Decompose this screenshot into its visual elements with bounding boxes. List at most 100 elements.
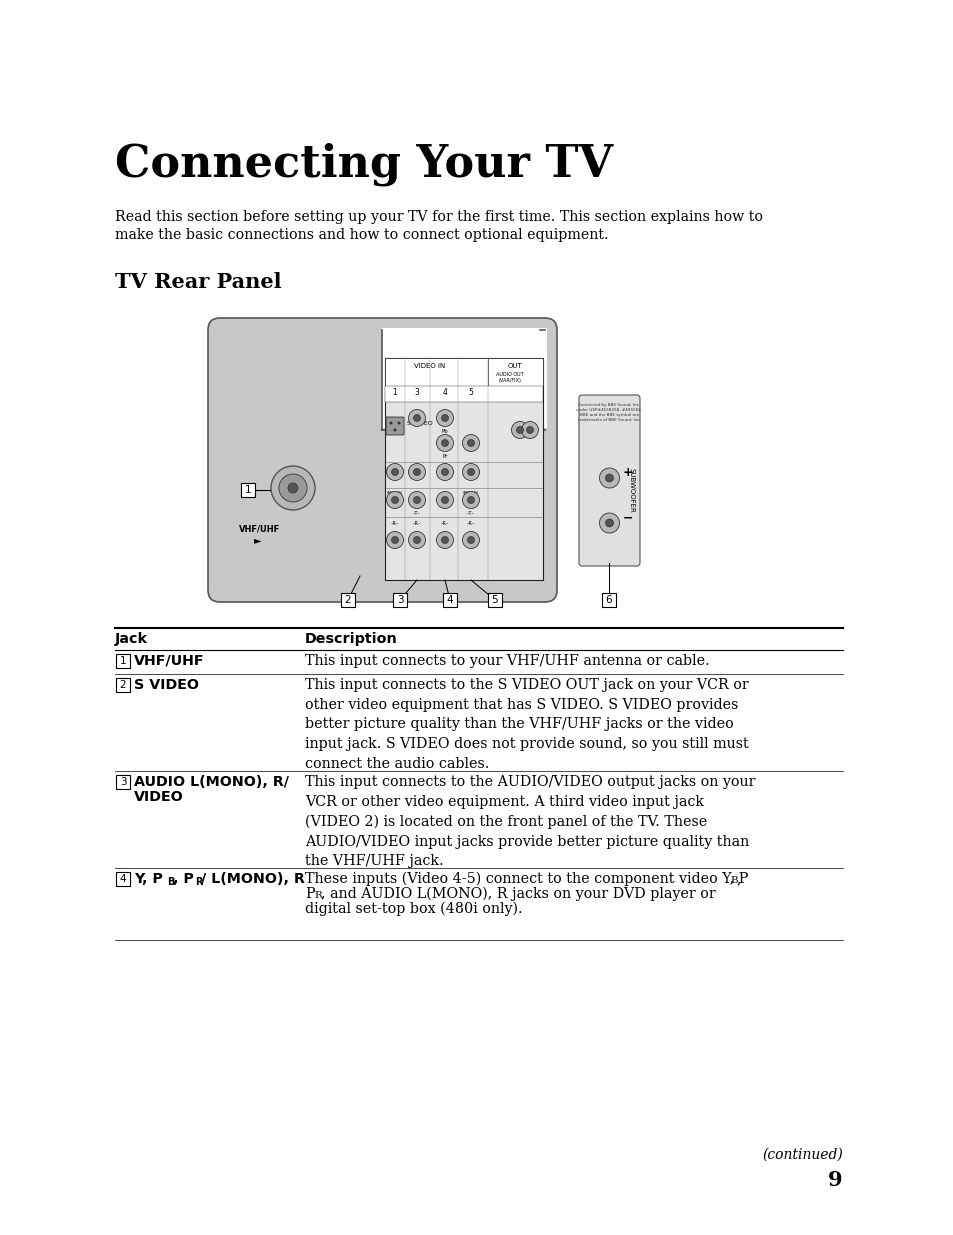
Circle shape	[511, 421, 528, 438]
Text: S VIDEO: S VIDEO	[133, 678, 199, 692]
Circle shape	[386, 531, 403, 548]
Text: 4: 4	[446, 595, 453, 605]
Circle shape	[462, 531, 479, 548]
Circle shape	[386, 492, 403, 509]
Circle shape	[408, 410, 425, 426]
Text: VHF/UHF: VHF/UHF	[133, 655, 204, 668]
Text: B: B	[729, 876, 737, 885]
Circle shape	[391, 536, 398, 543]
Text: VIDEO: VIDEO	[133, 790, 184, 804]
Circle shape	[391, 496, 398, 504]
Text: VHF/UHF: VHF/UHF	[239, 524, 280, 534]
Text: 3: 3	[415, 388, 419, 396]
Circle shape	[436, 492, 453, 509]
Circle shape	[271, 466, 314, 510]
Bar	[488, 593, 501, 606]
Text: This input connects to the AUDIO/VIDEO output jacks on your
VCR or other video e: This input connects to the AUDIO/VIDEO o…	[305, 776, 755, 868]
Text: 3: 3	[396, 595, 403, 605]
Text: –R–: –R–	[440, 521, 449, 526]
Bar	[116, 678, 130, 692]
Text: Pr: Pr	[442, 454, 447, 459]
Text: ,: ,	[737, 872, 740, 885]
Text: Description: Description	[305, 632, 397, 646]
Text: –R–: –R–	[466, 521, 475, 526]
Circle shape	[436, 463, 453, 480]
Circle shape	[467, 536, 474, 543]
Circle shape	[462, 463, 479, 480]
Text: –T–: –T–	[413, 511, 420, 516]
Text: AUDIO L(MONO), R/: AUDIO L(MONO), R/	[133, 776, 289, 789]
Circle shape	[526, 426, 533, 433]
Text: Y, P: Y, P	[133, 872, 163, 885]
Bar	[393, 593, 407, 606]
Bar	[601, 593, 616, 606]
Circle shape	[467, 496, 474, 504]
Circle shape	[391, 468, 398, 475]
Text: 1: 1	[393, 388, 397, 396]
Circle shape	[441, 468, 448, 475]
Circle shape	[516, 426, 523, 433]
Circle shape	[413, 468, 420, 475]
Text: Connecting Your TV: Connecting Your TV	[115, 143, 613, 186]
Text: 5: 5	[468, 388, 473, 396]
Text: R: R	[314, 890, 321, 900]
Bar	[442, 593, 456, 606]
Circle shape	[462, 435, 479, 452]
Bar	[381, 329, 546, 429]
Text: AUDIO OUT
(VAR/FIX): AUDIO OUT (VAR/FIX)	[496, 372, 523, 383]
Bar	[241, 483, 254, 496]
Circle shape	[408, 531, 425, 548]
Circle shape	[462, 492, 479, 509]
Bar	[385, 387, 542, 403]
Text: S VIDEO: S VIDEO	[407, 421, 433, 426]
Text: 4: 4	[119, 874, 126, 884]
Circle shape	[521, 421, 537, 438]
Circle shape	[598, 468, 618, 488]
Text: These inputs (Video 4-5) connect to the component video Y, P: These inputs (Video 4-5) connect to the …	[305, 872, 747, 887]
Text: make the basic connections and how to connect optional equipment.: make the basic connections and how to co…	[115, 228, 608, 242]
Text: Jack: Jack	[115, 632, 148, 646]
Text: (continued): (continued)	[761, 1149, 842, 1162]
Text: (MONO): (MONO)	[387, 492, 403, 495]
Text: VIDEO IN: VIDEO IN	[414, 363, 445, 369]
Text: , P: , P	[172, 872, 193, 885]
Circle shape	[408, 492, 425, 509]
Text: P: P	[305, 887, 314, 902]
Bar	[385, 358, 542, 387]
Text: This input connects to your VHF/UHF antenna or cable.: This input connects to your VHF/UHF ante…	[305, 655, 709, 668]
Bar	[116, 776, 130, 789]
Circle shape	[413, 415, 420, 421]
Text: 2: 2	[344, 595, 351, 605]
Text: ►: ►	[254, 535, 261, 545]
Text: –R–: –R–	[391, 521, 398, 526]
Text: R: R	[194, 877, 202, 887]
Circle shape	[436, 531, 453, 548]
Circle shape	[436, 410, 453, 426]
Circle shape	[436, 435, 453, 452]
Text: B: B	[167, 877, 174, 887]
Text: −: −	[622, 511, 633, 525]
Text: / L(MONO), R: / L(MONO), R	[201, 872, 305, 885]
Circle shape	[397, 421, 400, 425]
Text: 4: 4	[442, 388, 447, 396]
Circle shape	[467, 440, 474, 447]
Text: This input connects to the S VIDEO OUT jack on your VCR or
other video equipment: This input connects to the S VIDEO OUT j…	[305, 678, 748, 771]
Text: OUT: OUT	[507, 363, 522, 369]
Text: 1: 1	[119, 656, 126, 666]
Text: 9: 9	[827, 1170, 842, 1191]
Circle shape	[413, 496, 420, 504]
FancyBboxPatch shape	[386, 417, 403, 435]
FancyBboxPatch shape	[578, 395, 639, 566]
Text: SUBWOOFER: SUBWOOFER	[628, 468, 635, 513]
Text: –VIDEO–: –VIDEO–	[384, 467, 405, 472]
Text: Connected by BBE Sound, Inc.
under USP#4638258, #495584.
BBE and the BBE symbol : Connected by BBE Sound, Inc. under USP#4…	[576, 403, 641, 421]
Text: +: +	[622, 467, 633, 479]
Text: Pb: Pb	[441, 429, 448, 433]
Circle shape	[413, 536, 420, 543]
Bar	[116, 655, 130, 668]
Text: , and AUDIO L(MONO), R jacks on your DVD player or: , and AUDIO L(MONO), R jacks on your DVD…	[320, 887, 715, 902]
FancyBboxPatch shape	[208, 317, 557, 601]
Text: TV Rear Panel: TV Rear Panel	[115, 272, 281, 291]
Circle shape	[441, 415, 448, 421]
Circle shape	[386, 463, 403, 480]
